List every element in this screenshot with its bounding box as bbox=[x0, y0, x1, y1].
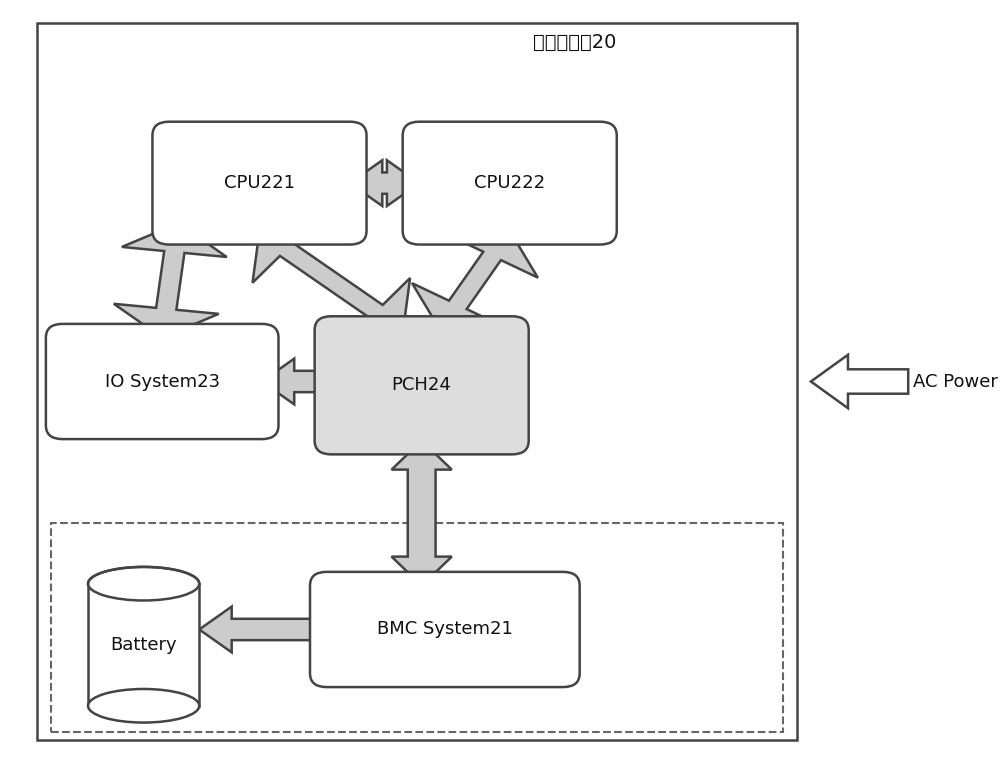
Text: Battery: Battery bbox=[110, 636, 177, 654]
Text: CPU222: CPU222 bbox=[474, 174, 545, 192]
Text: CPU221: CPU221 bbox=[224, 174, 295, 192]
Text: PCH24: PCH24 bbox=[392, 376, 452, 394]
Ellipse shape bbox=[88, 567, 199, 600]
Polygon shape bbox=[114, 224, 227, 338]
Polygon shape bbox=[253, 216, 410, 345]
Polygon shape bbox=[199, 607, 327, 652]
Polygon shape bbox=[811, 355, 908, 408]
Bar bbox=[51, 523, 783, 732]
Polygon shape bbox=[262, 359, 331, 404]
Bar bbox=[37, 23, 797, 740]
FancyBboxPatch shape bbox=[403, 122, 617, 244]
Bar bbox=[88, 584, 199, 706]
Ellipse shape bbox=[88, 689, 199, 723]
Polygon shape bbox=[392, 441, 452, 586]
FancyBboxPatch shape bbox=[315, 317, 529, 455]
FancyBboxPatch shape bbox=[152, 122, 367, 244]
Polygon shape bbox=[412, 231, 538, 330]
Text: IO System23: IO System23 bbox=[105, 372, 220, 391]
Text: AC Power: AC Power bbox=[913, 372, 998, 391]
Text: BMC System21: BMC System21 bbox=[377, 620, 513, 639]
FancyBboxPatch shape bbox=[46, 324, 278, 439]
Polygon shape bbox=[350, 160, 419, 206]
FancyBboxPatch shape bbox=[310, 572, 580, 687]
Text: 服务器系统20: 服务器系统20 bbox=[533, 33, 616, 51]
